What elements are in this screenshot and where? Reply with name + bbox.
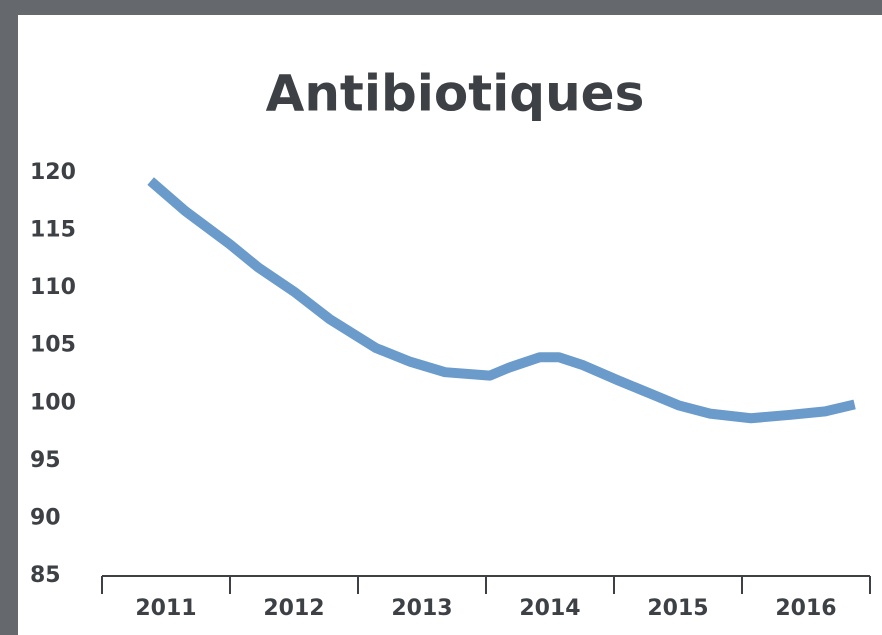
y-tick-label: 105 [30, 333, 76, 358]
y-tick-label: 115 [30, 218, 76, 243]
x-tick-label: 2012 [263, 596, 324, 621]
line-series [147, 177, 856, 424]
y-tick-label: 100 [30, 390, 76, 415]
x-tick-label: 2011 [135, 596, 196, 621]
x-tick-label: 2013 [391, 596, 452, 621]
chart-title: Antibiotiques [266, 65, 645, 123]
y-tick-label: 95 [30, 448, 61, 473]
x-tick-label: 2014 [519, 596, 580, 621]
x-tick-label: 2015 [647, 596, 708, 621]
x-tick-label: 2016 [775, 596, 836, 621]
chart-panel [18, 15, 882, 635]
y-tick-label: 120 [30, 160, 76, 185]
y-tick-label: 85 [30, 563, 61, 588]
y-tick-label: 90 [30, 505, 61, 530]
y-tick-label: 110 [30, 275, 76, 300]
